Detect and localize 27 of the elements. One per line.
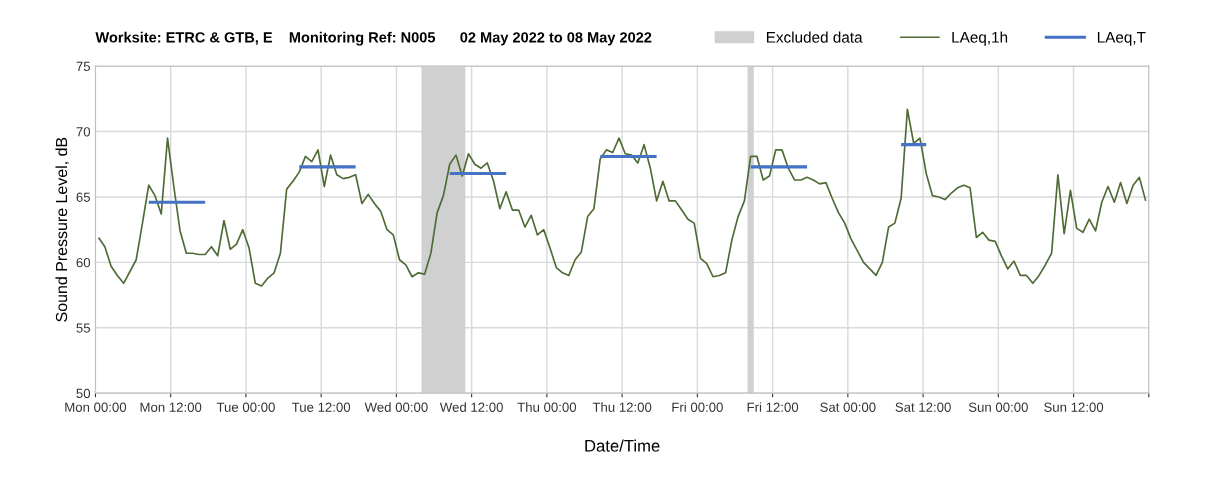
x-tick-label: Tue 00:00 — [216, 402, 275, 412]
x-tick-label: Wed 00:00 — [364, 402, 428, 412]
y-tick-label: 65 — [76, 192, 91, 202]
legend-label: LAeq,1h — [952, 31, 1008, 46]
x-tick-label: Mon 12:00 — [140, 402, 202, 412]
legend-label: LAeq,T — [1097, 32, 1146, 46]
line-series — [97, 108, 1147, 287]
x-tick-label: Thu 00:00 — [517, 402, 577, 412]
x-tick-label: Sat 00:00 — [820, 402, 876, 412]
y-axis-title: Sound Pressure Level, dB — [55, 137, 70, 322]
x-tick-label: Fri 00:00 — [672, 402, 723, 412]
y-tick-label: 70 — [76, 127, 91, 137]
x-tick-label: Sun 12:00 — [1044, 402, 1104, 412]
chart-title: Worksite: ETRC & GTB, E Monitoring Ref: N005 02 May 2022 to 08 May 2022 — [95, 31, 652, 46]
x-tick-label: Sun 00:00 — [968, 402, 1028, 412]
x-tick-label: Wed 12:00 — [439, 402, 503, 412]
x-tick-label: Mon 00:00 — [65, 402, 127, 412]
x-tick-label: Thu 12:00 — [592, 402, 652, 412]
y-tick-label: 50 — [76, 388, 91, 399]
legend-label: Excluded data — [766, 31, 863, 43]
x-tick-label: Tue 12:00 — [291, 402, 351, 412]
y-tick-label: 60 — [76, 257, 91, 268]
y-tick-label: 55 — [76, 323, 91, 333]
y-tick-label: 75 — [76, 61, 91, 72]
x-tick-label: Sat 12:00 — [895, 402, 951, 412]
x-tick-label: Fri 12:00 — [747, 402, 799, 412]
x-axis-title: Date/Time — [585, 439, 660, 452]
